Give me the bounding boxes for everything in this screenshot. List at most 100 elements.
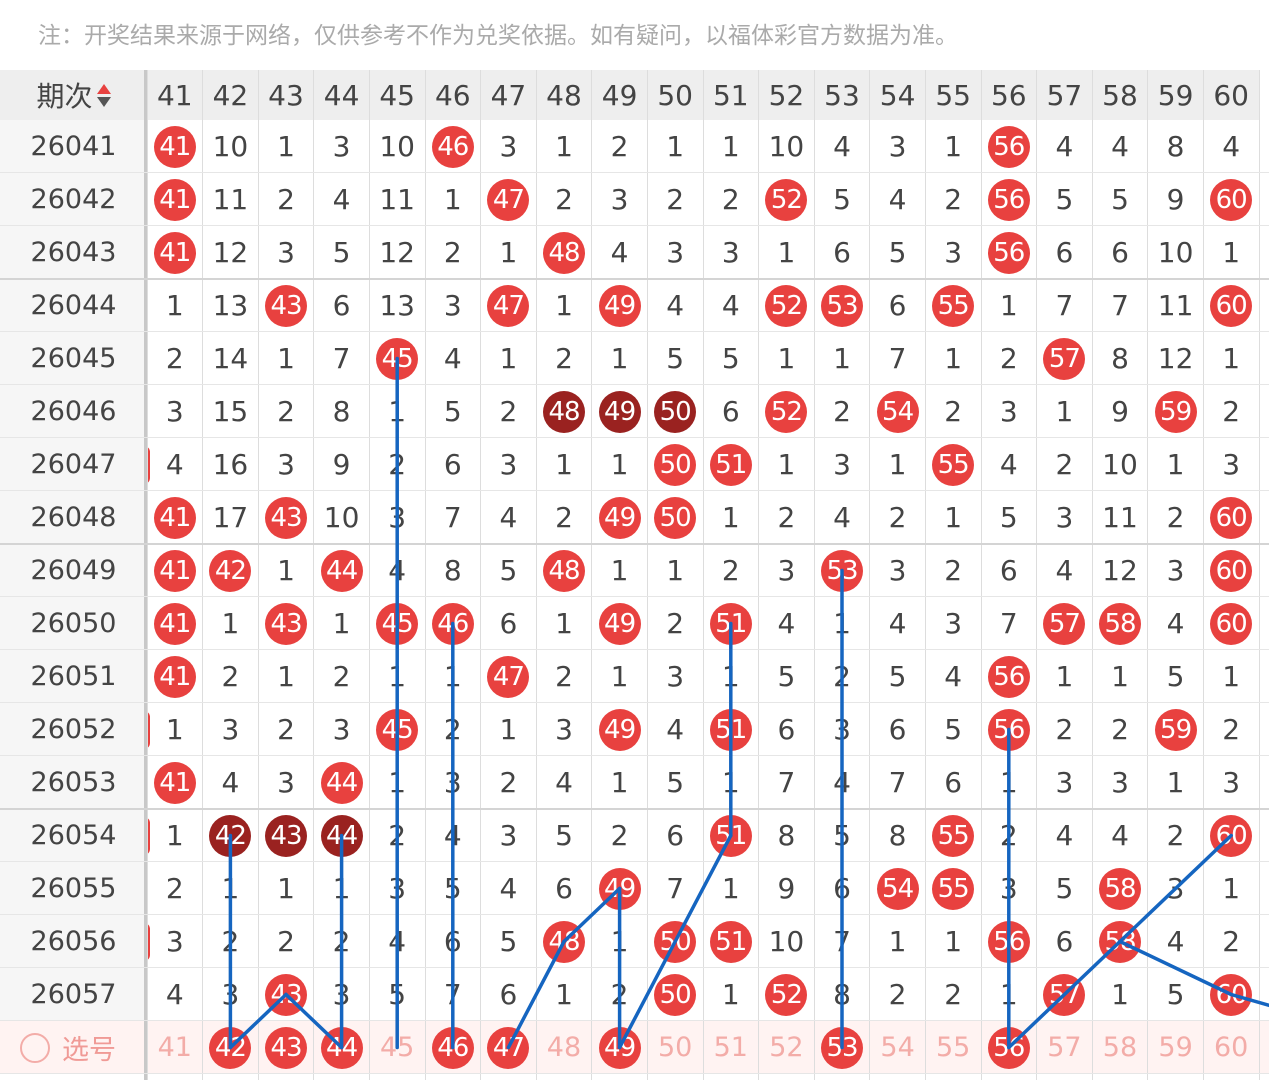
pick-number-cell[interactable]: 57 [1037, 1021, 1093, 1074]
pick-number-cell[interactable]: 41 [147, 1021, 203, 1074]
hit-ball: 58 [1098, 920, 1141, 963]
pick-number: 55 [936, 1032, 971, 1063]
table-cell: 1 [592, 756, 648, 809]
table-cell: 10 [759, 120, 815, 173]
table-cell: 51 [703, 438, 759, 491]
miss-count: 5 [944, 713, 963, 746]
hit-ball: 52 [765, 178, 808, 221]
table-cell: 17 [203, 491, 259, 544]
column-divider [758, 70, 760, 1080]
table-cell: 52 [759, 173, 815, 226]
table-cell: 2 [981, 809, 1037, 862]
pick-number-cell[interactable]: 60 [1203, 1021, 1259, 1074]
table-cell: 2 [314, 915, 370, 968]
pick-number-cell[interactable]: 47 [481, 1021, 537, 1074]
miss-count: 2 [555, 342, 573, 375]
miss-count: 5 [499, 554, 518, 587]
table-cell: 7 [1037, 279, 1093, 332]
pick-number-cell[interactable]: 45 [369, 1021, 425, 1074]
table-cell: 1 [1203, 332, 1259, 385]
table-cell: 1 [258, 120, 314, 173]
miss-count: 3 [277, 766, 295, 799]
table-cell: 3 [981, 385, 1037, 438]
miss-count: 2 [499, 395, 518, 428]
miss-count: 2 [999, 342, 1018, 375]
issue-number: 26042 [0, 173, 147, 226]
table-cell: 4 [870, 173, 926, 226]
table-cell: 2 [592, 809, 648, 862]
miss-count: 9 [332, 448, 351, 481]
pick-number-cell[interactable]: 43 [258, 1021, 314, 1074]
hit-ball: 51 [709, 708, 752, 751]
table-cell: 5 [481, 544, 537, 597]
table-cell: 1 [425, 650, 481, 703]
table-cell: 58 [1092, 862, 1148, 915]
miss-count: 1 [999, 289, 1018, 322]
hit-ball: 52 [765, 973, 808, 1016]
hit-ball: 44 [320, 761, 363, 804]
table-cell: 1 [1203, 226, 1259, 279]
column-divider [1258, 70, 1260, 1080]
pick-number-cell[interactable]: 50 [647, 1021, 703, 1074]
table-cell: 1 [314, 597, 370, 650]
table-cell: 50 [647, 968, 703, 1021]
selected-pick-ball: 56 [987, 1026, 1030, 1069]
table-cell: 41 [147, 650, 203, 703]
miss-count: 5 [833, 819, 851, 852]
table-cell: 8 [425, 544, 481, 597]
pick-number-cell[interactable]: 56 [981, 1021, 1037, 1074]
pick-number-cell[interactable]: 42 [203, 1021, 259, 1074]
miss-count: 6 [499, 607, 518, 640]
table-cell: 3 [481, 438, 537, 491]
pick-number-cell[interactable]: 46 [425, 1021, 481, 1074]
table-cell: 43 [258, 809, 314, 862]
pick-number-cell[interactable]: 44 [314, 1021, 370, 1074]
miss-count: 6 [1111, 236, 1129, 269]
pick-number-cell[interactable]: 58 [1092, 1021, 1148, 1074]
pick-number-cell[interactable]: 55 [925, 1021, 981, 1074]
miss-count: 1 [499, 713, 518, 746]
pick-number-cell[interactable]: 48 [536, 1021, 592, 1074]
miss-count: 14 [212, 342, 249, 375]
table-cell: 3 [314, 968, 370, 1021]
pick-number-cell[interactable]: 52 [759, 1021, 815, 1074]
hit-ball: 43 [264, 602, 307, 645]
pick-number-cell[interactable]: 53 [814, 1021, 870, 1074]
issue-column-header[interactable]: 期次 [0, 70, 147, 120]
sort-arrows-icon[interactable] [96, 83, 111, 107]
issue-number: 26050 [0, 597, 147, 650]
miss-count: 1 [1222, 236, 1241, 269]
table-cell: 2 [536, 173, 592, 226]
miss-count: 3 [888, 130, 907, 163]
hit-ball: 43 [264, 814, 307, 857]
table-cell: 4 [425, 809, 481, 862]
pick-number-cell[interactable]: 59 [1148, 1021, 1204, 1074]
miss-count: 1 [999, 766, 1018, 799]
table-cell: 3 [647, 226, 703, 279]
selected-pick-ball: 46 [431, 1026, 474, 1069]
table-cell: 5 [1148, 968, 1204, 1021]
pick-number-cell[interactable]: 49 [592, 1021, 648, 1074]
miss-count: 7 [666, 872, 685, 905]
select-number-button[interactable]: 选号 [20, 1021, 116, 1074]
miss-count: 2 [1166, 501, 1185, 534]
hit-ball: 50 [654, 443, 697, 486]
table-cell: 2 [536, 491, 592, 544]
pick-number-cell[interactable]: 51 [703, 1021, 759, 1074]
table-cell: 3 [258, 226, 314, 279]
table-cell: 54 [870, 862, 926, 915]
column-divider [480, 70, 482, 1080]
table-cell: 2 [759, 491, 815, 544]
table-cell: 2 [314, 650, 370, 703]
table-cell: 44 [314, 756, 370, 809]
table-cell: 1 [703, 968, 759, 1021]
table-cell: 5 [647, 332, 703, 385]
table-cell: 59 [1148, 385, 1204, 438]
miss-count: 2 [555, 660, 573, 693]
miss-count: 6 [555, 872, 573, 905]
miss-count: 9 [1166, 183, 1185, 216]
hit-ball: 56 [987, 125, 1030, 168]
pick-number-cell[interactable]: 54 [870, 1021, 926, 1074]
table-cell: 3 [369, 862, 425, 915]
table-cell: 1 [481, 703, 537, 756]
